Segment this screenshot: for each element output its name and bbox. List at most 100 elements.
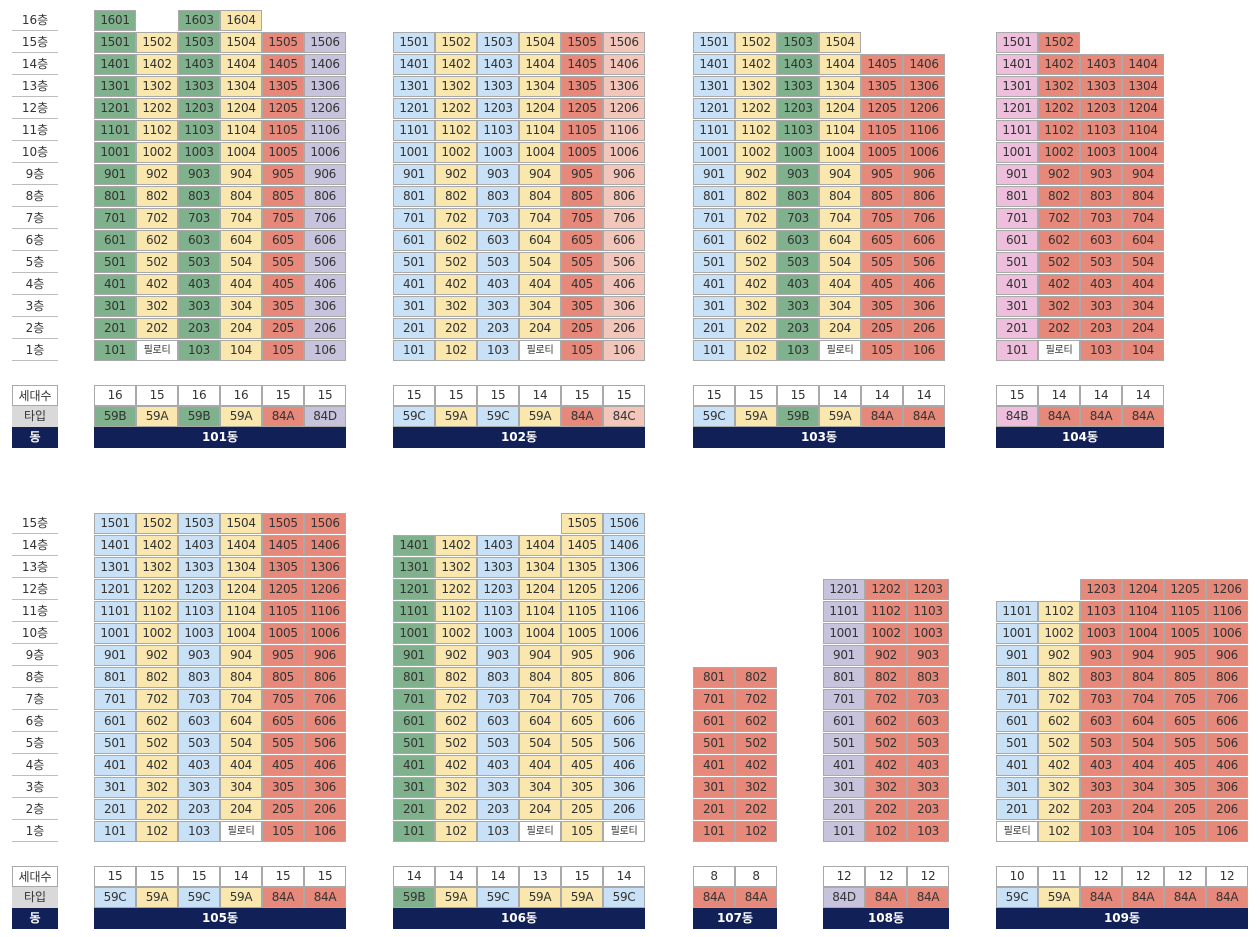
- unit-cell: 1101: [393, 120, 435, 141]
- unit-cell: 604: [1122, 711, 1164, 732]
- piloti-cell: 필로티: [136, 340, 178, 361]
- unit-cell: 106: [304, 821, 346, 842]
- unit-cell: 1403: [477, 535, 519, 556]
- unit-cell: 703: [1080, 208, 1122, 229]
- unit-cell: 104: [1122, 821, 1164, 842]
- unit-cell: 802: [1038, 667, 1080, 688]
- unit-cell: 802: [865, 667, 907, 688]
- unit-cell: 1504: [220, 513, 262, 534]
- household-count: 15: [178, 866, 220, 887]
- unit-cell: 901: [996, 164, 1038, 185]
- unit-cell: 502: [735, 252, 777, 273]
- unit-cell: 501: [823, 733, 865, 754]
- household-count: 12: [865, 866, 907, 887]
- unit-cell: 1302: [1038, 76, 1080, 97]
- unit-cell: 704: [519, 689, 561, 710]
- unit-cell: 203: [1080, 799, 1122, 820]
- unit-cell: 901: [393, 645, 435, 666]
- unit-cell: 103: [777, 340, 819, 361]
- floor-label: 4층: [12, 274, 58, 295]
- unit-cell: 204: [819, 318, 861, 339]
- unit-cell: 202: [735, 799, 777, 820]
- unit-cell: 405: [561, 755, 603, 776]
- unit-cell: 804: [220, 667, 262, 688]
- unit-cell: 801: [393, 186, 435, 207]
- unit-cell: 606: [603, 230, 645, 251]
- unit-cell: 503: [178, 733, 220, 754]
- unit-cell: 902: [136, 645, 178, 666]
- unit-cell: 801: [94, 186, 136, 207]
- unit-cell: 106: [603, 340, 645, 361]
- unit-cell: 701: [996, 689, 1038, 710]
- unit-cell: 1004: [1122, 142, 1164, 163]
- unit-cell: 701: [693, 689, 735, 710]
- floor-label: 14층: [12, 535, 58, 556]
- unit-type: 59A: [220, 406, 262, 427]
- unit-cell: 804: [1122, 667, 1164, 688]
- household-count: 14: [603, 866, 645, 887]
- unit-cell: 404: [220, 274, 262, 295]
- unit-cell: 902: [1038, 645, 1080, 666]
- unit-cell: 1501: [996, 32, 1038, 53]
- unit-cell: 401: [693, 274, 735, 295]
- unit-cell: 1106: [903, 120, 945, 141]
- unit-type: 59A: [136, 887, 178, 908]
- unit-cell: 801: [996, 667, 1038, 688]
- unit-cell: 1302: [136, 76, 178, 97]
- unit-cell: 703: [777, 208, 819, 229]
- floor-label: 6층: [12, 711, 58, 732]
- unit-cell: 1006: [1206, 623, 1248, 644]
- unit-cell: 1101: [94, 601, 136, 622]
- unit-type: 59B: [94, 406, 136, 427]
- piloti-cell: 필로티: [1038, 340, 1080, 361]
- household-count: 15: [136, 385, 178, 406]
- unit-cell: 403: [907, 755, 949, 776]
- unit-cell: 1201: [393, 579, 435, 600]
- unit-cell: 903: [777, 164, 819, 185]
- unit-cell: 202: [1038, 318, 1080, 339]
- unit-cell: 1401: [94, 54, 136, 75]
- unit-type: 59A: [1038, 887, 1080, 908]
- unit-cell: 1205: [262, 98, 304, 119]
- unit-cell: 1004: [220, 142, 262, 163]
- piloti-cell: 필로티: [996, 821, 1038, 842]
- unit-cell: 901: [393, 164, 435, 185]
- household-count: 14: [819, 385, 861, 406]
- floor-label: 2층: [12, 318, 58, 339]
- unit-cell: 1101: [823, 601, 865, 622]
- unit-cell: 301: [393, 296, 435, 317]
- unit-cell: 1203: [178, 579, 220, 600]
- unit-cell: 1303: [477, 557, 519, 578]
- unit-cell: 306: [1206, 777, 1248, 798]
- unit-cell: 1204: [220, 98, 262, 119]
- unit-cell: 602: [1038, 230, 1080, 251]
- households-label: 세대수: [12, 385, 58, 406]
- unit-cell: 101: [823, 821, 865, 842]
- unit-cell: 1305: [561, 76, 603, 97]
- household-count: 14: [435, 866, 477, 887]
- unit-cell: 503: [477, 252, 519, 273]
- unit-cell: 801: [693, 186, 735, 207]
- unit-cell: 702: [735, 208, 777, 229]
- unit-cell: 1104: [519, 601, 561, 622]
- unit-cell: 1105: [561, 601, 603, 622]
- unit-cell: 402: [865, 755, 907, 776]
- unit-cell: 103: [1080, 340, 1122, 361]
- unit-cell: 1204: [1122, 579, 1164, 600]
- unit-cell: 1301: [996, 76, 1038, 97]
- unit-type: 84A: [304, 887, 346, 908]
- unit-cell: 306: [903, 296, 945, 317]
- unit-cell: 502: [865, 733, 907, 754]
- unit-cell: 1601: [94, 10, 136, 31]
- unit-cell: 404: [1122, 274, 1164, 295]
- unit-cell: 1502: [435, 32, 477, 53]
- unit-cell: 103: [477, 821, 519, 842]
- unit-cell: 305: [262, 296, 304, 317]
- unit-cell: 1403: [178, 535, 220, 556]
- unit-cell: 402: [136, 755, 178, 776]
- unit-cell: 804: [819, 186, 861, 207]
- unit-cell: 1502: [735, 32, 777, 53]
- unit-cell: 406: [603, 755, 645, 776]
- unit-cell: 403: [1080, 274, 1122, 295]
